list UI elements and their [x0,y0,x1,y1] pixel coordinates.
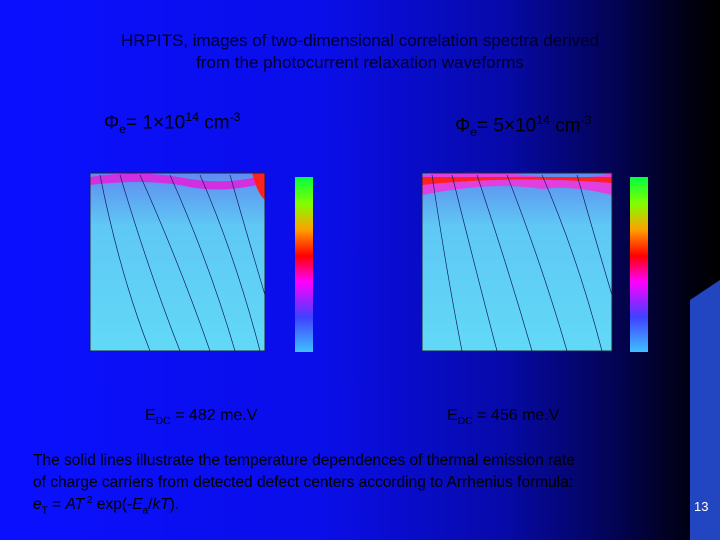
text: E [145,407,156,424]
text: DC [155,416,171,428]
text: DC [457,416,473,428]
text: AT [65,496,85,514]
text: e [119,122,127,137]
text: cm [198,112,230,134]
panel-label: Φe= 5×1014 cm-3 [455,113,592,139]
text: kT [152,496,170,514]
energy-label: EDC = 482 me.V [145,407,257,427]
text: ). [169,496,180,514]
text: a [142,505,149,517]
text: e [470,125,478,140]
body-line: of charge carriers from detected defect … [33,474,574,491]
text: = 1×10 [126,112,186,134]
text: 2 [84,495,93,506]
title-line: from the photocurrent relaxation wavefor… [196,53,524,72]
text: -3 [580,113,592,127]
text: e [33,496,42,514]
panel-label: Φe= 1×1014 cm-3 [104,110,241,136]
text: cm [549,115,581,137]
text: E [132,496,143,514]
text: Φ [104,112,120,134]
text: -3 [229,110,241,124]
text: / [148,496,153,514]
text: T [41,505,48,517]
energy-label: EDC = 456 me.V [447,407,559,427]
body-line: The solid lines illustrate the temperatu… [33,452,575,469]
text: = [47,496,66,514]
text: exp(- [92,496,133,514]
spectrum-image [89,172,313,352]
page-number: 13 [694,499,709,514]
text: 14 [536,113,550,127]
text: = 482 me.V [170,407,258,424]
text: = 5×10 [477,115,537,137]
text: 14 [185,110,199,124]
formula: eT = AT 2 exp(-Ea/kT). [33,495,179,516]
spectrum-image [421,172,648,352]
text: E [447,407,458,424]
title-line: HRPITS, images of two-dimensional correl… [120,31,600,50]
text: Φ [455,115,471,137]
text: = 456 me.V [472,407,560,424]
